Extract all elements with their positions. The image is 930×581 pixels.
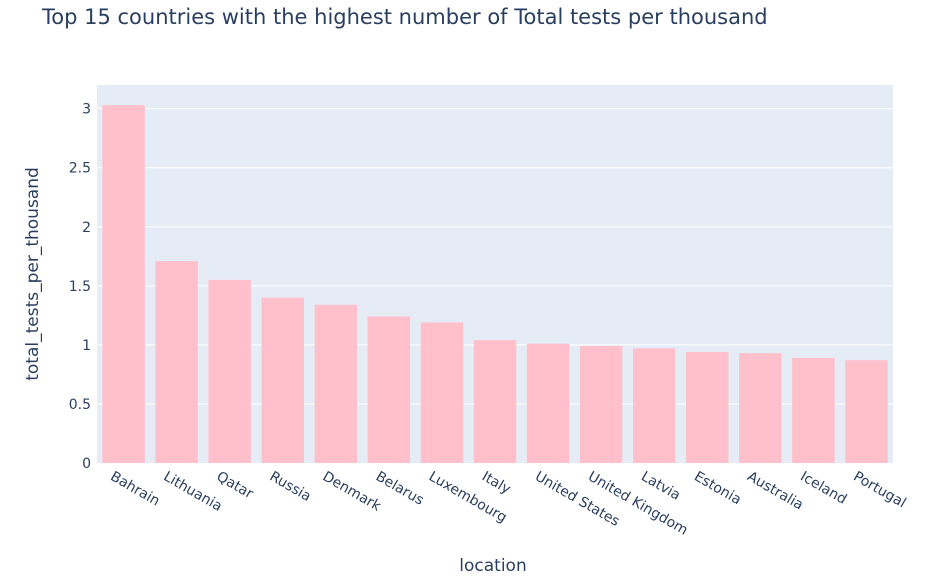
y-tick-label: 2 — [82, 220, 91, 236]
x-tick-label: Denmark — [320, 469, 384, 515]
bar-lithuania[interactable] — [155, 261, 198, 463]
y-tick-label: 0.5 — [69, 397, 91, 413]
bar-estonia[interactable] — [686, 351, 729, 463]
bar-russia[interactable] — [261, 297, 304, 463]
bar-iceland[interactable] — [792, 357, 835, 463]
bar-latvia[interactable] — [632, 348, 676, 463]
bar-australia[interactable] — [739, 353, 782, 463]
bar-italy[interactable] — [473, 340, 517, 463]
bar-belarus[interactable] — [367, 316, 411, 463]
y-tick-label: 0 — [82, 456, 91, 472]
x-tick-label: Lithuania — [161, 469, 225, 515]
y-tick-label: 1 — [82, 338, 91, 354]
y-tick-label: 2.5 — [69, 161, 91, 177]
bar-qatar[interactable] — [208, 279, 251, 463]
y-axis-title: total_tests_per_thousand — [23, 167, 43, 381]
x-tick-label: Russia — [267, 469, 314, 505]
bars — [102, 105, 888, 464]
y-tick-label: 1.5 — [69, 279, 91, 295]
bar-denmark[interactable] — [314, 304, 358, 463]
x-tick-label: Iceland — [797, 469, 849, 508]
x-axis-title: location — [459, 556, 526, 576]
x-tick-label: Portugal — [850, 469, 908, 512]
y-axis-ticks: 0 0.5 1 1.5 2 2.5 3 — [69, 102, 91, 472]
x-tick-label: Bahrain — [108, 469, 163, 510]
x-tick-label: Italy — [479, 469, 513, 498]
y-tick-label: 3 — [82, 102, 91, 118]
x-tick-label: Australia — [744, 469, 806, 514]
bar-united-kingdom[interactable] — [579, 346, 623, 463]
bar-portugal[interactable] — [845, 360, 888, 463]
chart-title: Top 15 countries with the highest number… — [41, 5, 768, 29]
x-tick-label: Estonia — [691, 469, 744, 509]
bar-united-states[interactable] — [526, 343, 570, 463]
bar-luxembourg[interactable] — [420, 322, 464, 463]
bar-bahrain[interactable] — [102, 105, 145, 464]
